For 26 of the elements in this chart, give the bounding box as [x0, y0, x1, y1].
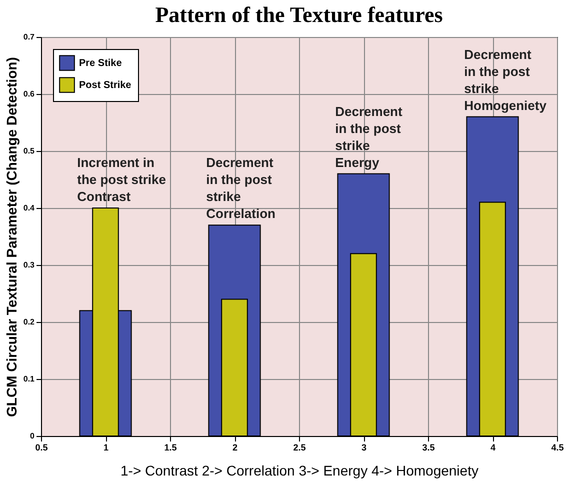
y-axis-title: GLCM Circular Textural Parameter (Change Detection) — [3, 57, 20, 417]
y-tick-label: 0.6 — [23, 90, 36, 98]
annotation: Decrement in the post strike Energy — [335, 104, 403, 170]
y-tick-label: 0.7 — [23, 32, 36, 42]
x-tick-label: 1 — [103, 442, 109, 452]
x-tick-label: 2 — [232, 442, 238, 452]
x-tick-label: 0.5 — [35, 442, 48, 452]
legend-label: Post Strike — [79, 80, 132, 91]
x-tick-label: 2.5 — [293, 442, 306, 452]
x-tick-label: 1.5 — [164, 442, 177, 452]
annotation: Increment in the post strike Contrast — [77, 155, 166, 204]
x-tick-label: 4 — [490, 442, 496, 452]
y-tick-label: 0.3 — [23, 260, 36, 270]
y-tick-label: 0.1 — [23, 374, 36, 384]
chart-title: Pattern of the Texture features — [155, 2, 444, 27]
legend-label: Pre Stike — [79, 58, 122, 69]
y-tick-label: 0.4 — [23, 204, 36, 212]
x-axis-title: 1-> Contrast 2-> Correlation 3-> Energy 4-> Homogeniety — [120, 462, 478, 478]
x-tick-label: 3 — [361, 442, 367, 452]
y-tick-label: 0 — [30, 432, 36, 440]
y-tick-label: 0.5 — [23, 146, 36, 156]
y-tick-label: 0.2 — [23, 318, 36, 326]
x-tick-label: 4.5 — [551, 442, 564, 452]
x-tick-label: 3.5 — [422, 442, 435, 452]
annotation: Decrement in the post strike Correlation — [206, 155, 276, 222]
annotation: Decrement in the post strike Homogeniety — [464, 46, 548, 113]
